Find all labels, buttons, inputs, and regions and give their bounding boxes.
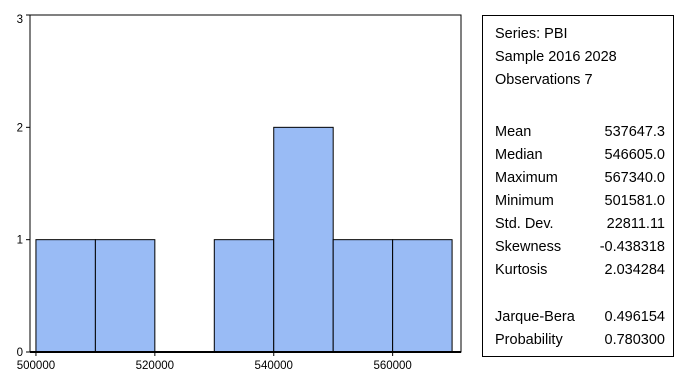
series-label: Series: PBI bbox=[495, 26, 568, 42]
stat-label: Mean bbox=[495, 124, 532, 140]
stat-value: 567340.0 bbox=[604, 170, 665, 186]
x-tick-label: 500000 bbox=[17, 360, 55, 372]
x-tick-label: 520000 bbox=[136, 360, 174, 372]
observations-label: Observations 7 bbox=[495, 72, 593, 88]
x-tick-label: 540000 bbox=[255, 360, 293, 372]
stat-value: 546605.0 bbox=[604, 147, 665, 163]
stat-label: Median bbox=[495, 147, 543, 163]
stat-label: Maximum bbox=[495, 170, 558, 186]
bars-group bbox=[35, 126, 453, 353]
stat-row-mean: Mean 537647.3 bbox=[495, 121, 665, 144]
histogram-bar bbox=[273, 126, 334, 353]
histogram-bar bbox=[94, 239, 156, 353]
stat-value: 22811.11 bbox=[606, 216, 665, 232]
stat-label: Probability bbox=[495, 332, 563, 348]
sample-label: Sample 2016 2028 bbox=[495, 49, 617, 65]
stat-row-minimum: Minimum 501581.0 bbox=[495, 190, 665, 213]
stat-row-skewness: Skewness -0.438318 bbox=[495, 236, 665, 259]
descriptive-stats-panel: Series: PBI Sample 2016 2028 Observation… bbox=[482, 15, 674, 357]
stat-value: 0.780300 bbox=[604, 332, 665, 348]
stat-label: Skewness bbox=[495, 239, 562, 255]
axes-group: 0 1 2 3 500000 520000 540000 560000 bbox=[17, 14, 461, 372]
stat-label: Std. Dev. bbox=[495, 216, 554, 232]
stat-row-std-dev: Std. Dev. 22811.11 bbox=[495, 213, 665, 236]
stat-label: Jarque-Bera bbox=[495, 309, 575, 325]
stat-row-jarque-bera: Jarque-Bera 0.496154 bbox=[495, 306, 665, 329]
y-tick-label: 1 bbox=[17, 235, 23, 247]
stat-row-probability: Probability 0.780300 bbox=[495, 329, 665, 352]
stats-header: Series: PBI Sample 2016 2028 Observation… bbox=[495, 23, 617, 92]
tests-table: Jarque-Bera 0.496154 Probability 0.78030… bbox=[495, 306, 665, 352]
stat-row-kurtosis: Kurtosis 2.034284 bbox=[495, 259, 665, 282]
stat-label: Kurtosis bbox=[495, 262, 548, 278]
y-tick-label: 2 bbox=[17, 122, 23, 134]
stat-value: 2.034284 bbox=[604, 262, 665, 278]
histogram-bar bbox=[392, 239, 453, 353]
stat-label: Minimum bbox=[495, 193, 554, 209]
x-tick-label: 560000 bbox=[373, 360, 411, 372]
stat-value: 501581.0 bbox=[604, 193, 665, 209]
stats-table: Mean 537647.3 Median 546605.0 Maximum 56… bbox=[495, 121, 665, 282]
y-tick-label: 0 bbox=[17, 347, 23, 359]
stat-value: -0.438318 bbox=[599, 239, 665, 255]
stat-value: 537647.3 bbox=[604, 124, 665, 140]
stat-row-median: Median 546605.0 bbox=[495, 144, 665, 167]
histogram-bar bbox=[35, 239, 96, 353]
histogram-chart: 0 1 2 3 500000 520000 540000 560000 bbox=[17, 14, 462, 372]
stat-value: 0.496154 bbox=[604, 309, 665, 325]
y-tick-label: 3 bbox=[17, 14, 23, 26]
stat-row-maximum: Maximum 567340.0 bbox=[495, 167, 665, 190]
histogram-bar bbox=[332, 239, 394, 353]
histogram-bar bbox=[213, 239, 275, 353]
